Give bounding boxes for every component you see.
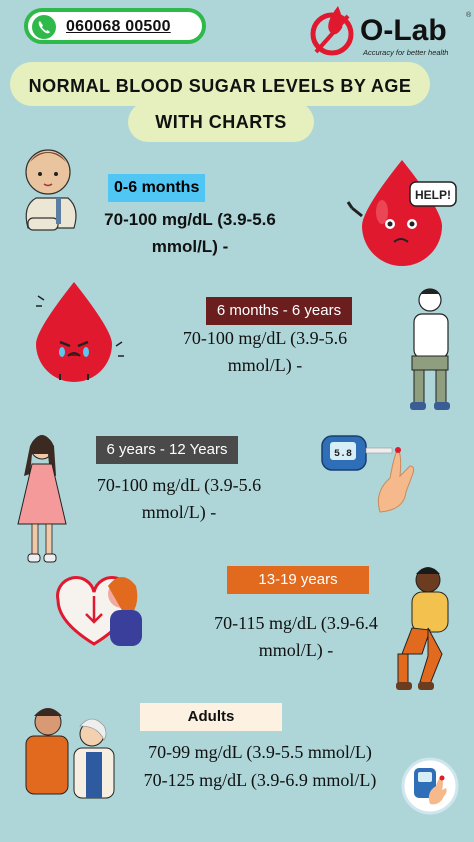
crying-blood-drop-icon <box>36 282 124 382</box>
sugar-range-13-19-years: 70-115 mg/dL (3.9-6.4 mmol/L) - <box>214 613 378 660</box>
phone-icon <box>32 15 56 39</box>
logo-tagline: Accuracy for better health <box>363 48 449 57</box>
age-label-6-12-years: 6 years - 12 Years <box>96 436 238 464</box>
olab-logo-icon <box>310 6 354 56</box>
page-subtitle: WITH CHARTS <box>155 112 287 132</box>
sugar-range-6-12-years: 70-100 mg/dL (3.9-5.6 mmol/L) - <box>96 475 262 522</box>
sugar-range-adults: 70-99 mg/dL (3.9-5.5 mmol/L) 70-125 mg/d… <box>143 742 377 790</box>
sitting-teen-icon <box>396 567 449 690</box>
age-label-13-19-years: 13-19 years <box>227 566 369 594</box>
glucometer-hand-icon: 5.8 <box>321 435 415 513</box>
glucometer-reading: 5.8 <box>334 449 352 460</box>
title-background-2 <box>128 102 314 142</box>
blood-drop-help-icon: HELP! <box>346 160 457 266</box>
phone-contact-pill[interactable]: 060068 00500 <box>24 8 206 44</box>
title-background <box>10 62 430 106</box>
age-label-6-months-6-years: 6 months - 6 years <box>206 297 352 325</box>
girl-icon <box>17 435 67 563</box>
sugar-range-0-6-months: 70-100 mg/dL (3.9-5.6 mmol/L) - <box>104 210 276 256</box>
couple-icon <box>25 708 115 799</box>
registered-mark: ® <box>466 12 472 19</box>
sugar-range-6-months-6-years: 70-100 mg/dL (3.9-5.6 mmol/L) - <box>182 328 348 375</box>
sad-teen-heart-icon <box>56 576 142 646</box>
sitting-man-icon <box>410 288 450 410</box>
help-bubble-text: HELP! <box>415 188 451 202</box>
age-label-0-6-months: 0-6 months <box>108 174 206 202</box>
page-title: NORMAL BLOOD SUGAR LEVELS BY AGE <box>28 76 412 96</box>
glucometer-badge-icon <box>401 757 459 815</box>
logo-wordmark: O-Lab <box>360 14 447 47</box>
phone-number[interactable]: 060068 00500 <box>66 18 171 35</box>
age-label-adults: Adults <box>140 703 282 731</box>
baby-illustration-icon <box>25 149 77 231</box>
